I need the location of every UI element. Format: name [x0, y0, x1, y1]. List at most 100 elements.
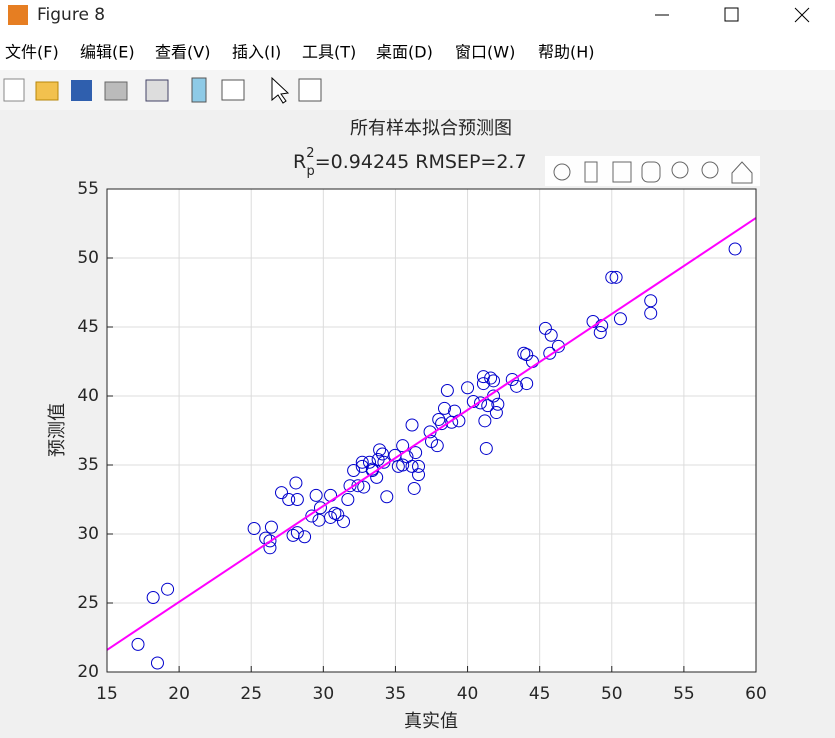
- scatter-point: [264, 520, 278, 534]
- link-icon[interactable]: [145, 79, 169, 102]
- scatter-point: [396, 458, 410, 472]
- y-tick-label: 25: [77, 593, 99, 613]
- menu-item[interactable]: 文件(F): [5, 43, 59, 62]
- menu-item[interactable]: 插入(I): [232, 43, 281, 62]
- y-tick-label: 55: [77, 179, 99, 199]
- axes-toolbar-background: [545, 156, 760, 186]
- scatter-point: [324, 510, 338, 524]
- scatter-point: [510, 379, 524, 393]
- axes-box: [106, 188, 757, 673]
- y-axis-label: 预测值: [47, 403, 68, 457]
- new-icon[interactable]: [3, 78, 25, 102]
- export-icon[interactable]: [553, 163, 571, 181]
- title-bar: [0, 0, 835, 30]
- save-icon[interactable]: [71, 80, 92, 101]
- y-tick-label: 35: [77, 455, 99, 475]
- y-tick-label: 45: [77, 317, 99, 337]
- scatter-point: [644, 306, 658, 320]
- home-icon[interactable]: [731, 161, 753, 184]
- scatter-point: [461, 381, 475, 395]
- scatter-point: [309, 488, 323, 502]
- scatter-point: [298, 530, 312, 544]
- scatter-point: [430, 439, 444, 453]
- scatter-point: [484, 371, 498, 385]
- scatter-point: [432, 412, 446, 426]
- x-tick-label: 55: [673, 684, 695, 704]
- scatter-point: [409, 446, 423, 460]
- scatter-point: [396, 439, 410, 453]
- scatter-point: [412, 468, 426, 482]
- scatter-point: [613, 312, 627, 326]
- scatter-point: [489, 406, 503, 420]
- toolbar: [0, 70, 835, 110]
- scatter-point: [247, 521, 261, 535]
- chart-subtitle: R2 p=0.94245 RMSEP=2.7: [293, 146, 527, 179]
- scatter-point: [544, 328, 558, 342]
- print-icon[interactable]: [104, 81, 128, 101]
- scatter-point: [405, 459, 419, 473]
- scatter-point: [150, 656, 164, 670]
- scatter-point: [355, 455, 369, 469]
- x-axis-label: 真实值: [404, 711, 458, 732]
- maximize-button[interactable]: [724, 7, 739, 22]
- window-title: Figure 8: [37, 5, 105, 25]
- scatter-point: [341, 493, 355, 506]
- brush-icon[interactable]: [584, 161, 598, 183]
- scatter-point: [440, 383, 454, 397]
- zoom-in-icon[interactable]: [671, 161, 689, 179]
- menu-item[interactable]: 工具(T): [302, 43, 356, 62]
- menu-items: 文件(F) 编辑(E) 查看(V) 插入(I) 工具(T) 桌面(D) 窗口(W) 帮助(H): [5, 43, 595, 62]
- close-button[interactable]: [794, 7, 810, 23]
- scatter-point: [328, 506, 342, 520]
- axes-background: [107, 189, 756, 672]
- scatter-point: [609, 270, 623, 284]
- zoom-out-icon[interactable]: [701, 161, 719, 179]
- colorbar-icon[interactable]: [191, 77, 207, 103]
- scatter-point: [491, 397, 505, 411]
- pointer-icon[interactable]: [271, 76, 290, 104]
- scatter-point: [282, 493, 296, 506]
- scatter-point: [593, 326, 607, 340]
- scatter-point: [380, 490, 394, 504]
- x-tick-label: 30: [313, 684, 335, 704]
- scatter-point: [375, 447, 389, 461]
- y-tick-label: 40: [77, 386, 99, 406]
- toolbar-icons: [3, 76, 322, 104]
- fit-line: [106, 217, 757, 651]
- scatter-point: [357, 480, 371, 494]
- property-icon[interactable]: [298, 78, 322, 102]
- datatip-icon[interactable]: [612, 161, 632, 183]
- scatter-point: [505, 372, 519, 386]
- scatter-point: [412, 459, 426, 473]
- legend-icon[interactable]: [221, 79, 245, 101]
- x-tick-label: 50: [601, 684, 623, 704]
- scatter-point: [373, 443, 387, 457]
- menu-item[interactable]: 窗口(W): [455, 43, 515, 62]
- scatter-point: [728, 242, 742, 256]
- menu-item[interactable]: 编辑(E): [80, 43, 135, 62]
- menu-item[interactable]: 查看(V): [155, 43, 210, 62]
- subtitle-r: R: [293, 151, 306, 173]
- y-tick-label: 20: [77, 662, 99, 682]
- subtitle-subscript: p: [306, 164, 314, 179]
- scatter-point: [479, 441, 493, 455]
- menu-item[interactable]: 帮助(H): [538, 43, 595, 62]
- subtitle-superscript: 2: [306, 146, 314, 161]
- scatter-point: [305, 509, 319, 523]
- scatter-point: [605, 270, 619, 284]
- scatter-point: [347, 464, 361, 478]
- scatter-point: [290, 526, 304, 540]
- y-tick-label: 50: [77, 248, 99, 268]
- scatter-point: [405, 418, 419, 432]
- x-tick-label: 40: [457, 684, 479, 704]
- pan-icon[interactable]: [641, 161, 661, 183]
- scatter-point: [343, 479, 357, 493]
- menu-item[interactable]: 桌面(D): [376, 43, 433, 62]
- scatter-point: [337, 515, 351, 529]
- scatter-point: [289, 476, 303, 490]
- chart-title: 所有样本拟合预测图: [350, 118, 512, 139]
- scatter-point: [478, 414, 492, 428]
- open-icon[interactable]: [35, 81, 59, 101]
